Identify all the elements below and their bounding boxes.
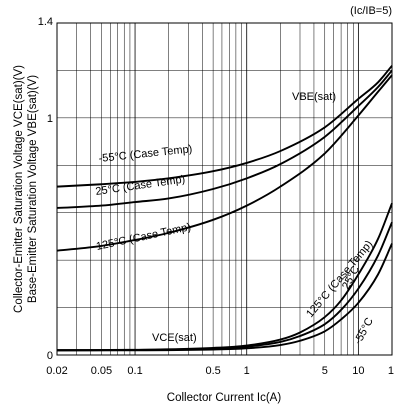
x-tick-label: 1 [244, 365, 250, 377]
label-vbe-125c: 125°C (Case Temp) [95, 221, 192, 253]
curve-vbe-minus55c [56, 65, 393, 188]
y-tick-label: 1.4 [38, 16, 53, 28]
vbe-sat-label: VBE(sat) [292, 91, 336, 103]
curve-vbe-125c [56, 74, 393, 252]
condition-label: (Ic/IB=5) [350, 5, 392, 17]
x-tick-labels: 0.02 0.05 0.1 0.5 1 5 10 1 [46, 365, 394, 377]
label-vbe-minus55c: -55°C (Case Temp) [98, 143, 193, 165]
x-tick-label: 1 [388, 365, 394, 377]
curve-vce-minus55c [56, 243, 393, 352]
x-tick-label: 0.05 [91, 365, 112, 377]
y-axis-title-line2: Base-Emitter Saturation Voltage VBE(sat)… [27, 75, 39, 303]
x-axis-title: Collector Current Ic(A) [167, 392, 282, 404]
plot-frame [56, 22, 393, 356]
x-tick-label: 0.5 [205, 365, 220, 377]
x-tick-label: 0.02 [46, 365, 67, 377]
x-tick-label: 10 [352, 365, 364, 377]
y-tick-labels: 011.4 [38, 16, 53, 362]
curve-vbe-25c [56, 69, 393, 209]
y-tick-label: 1 [47, 113, 53, 125]
label-vbe-25c: 25°C (Case Temp) [95, 174, 186, 198]
x-tick-label: 0.1 [127, 365, 142, 377]
y-axis-title-line1: Collector-Emitter Saturation Voltage VCE… [13, 65, 25, 313]
curves [56, 65, 393, 352]
y-tick-label: 0 [47, 350, 53, 362]
x-tick-label: 5 [322, 365, 328, 377]
vce-sat-label: VCE(sat) [152, 332, 197, 344]
label-vce-minus55c: -55°C [352, 316, 376, 347]
